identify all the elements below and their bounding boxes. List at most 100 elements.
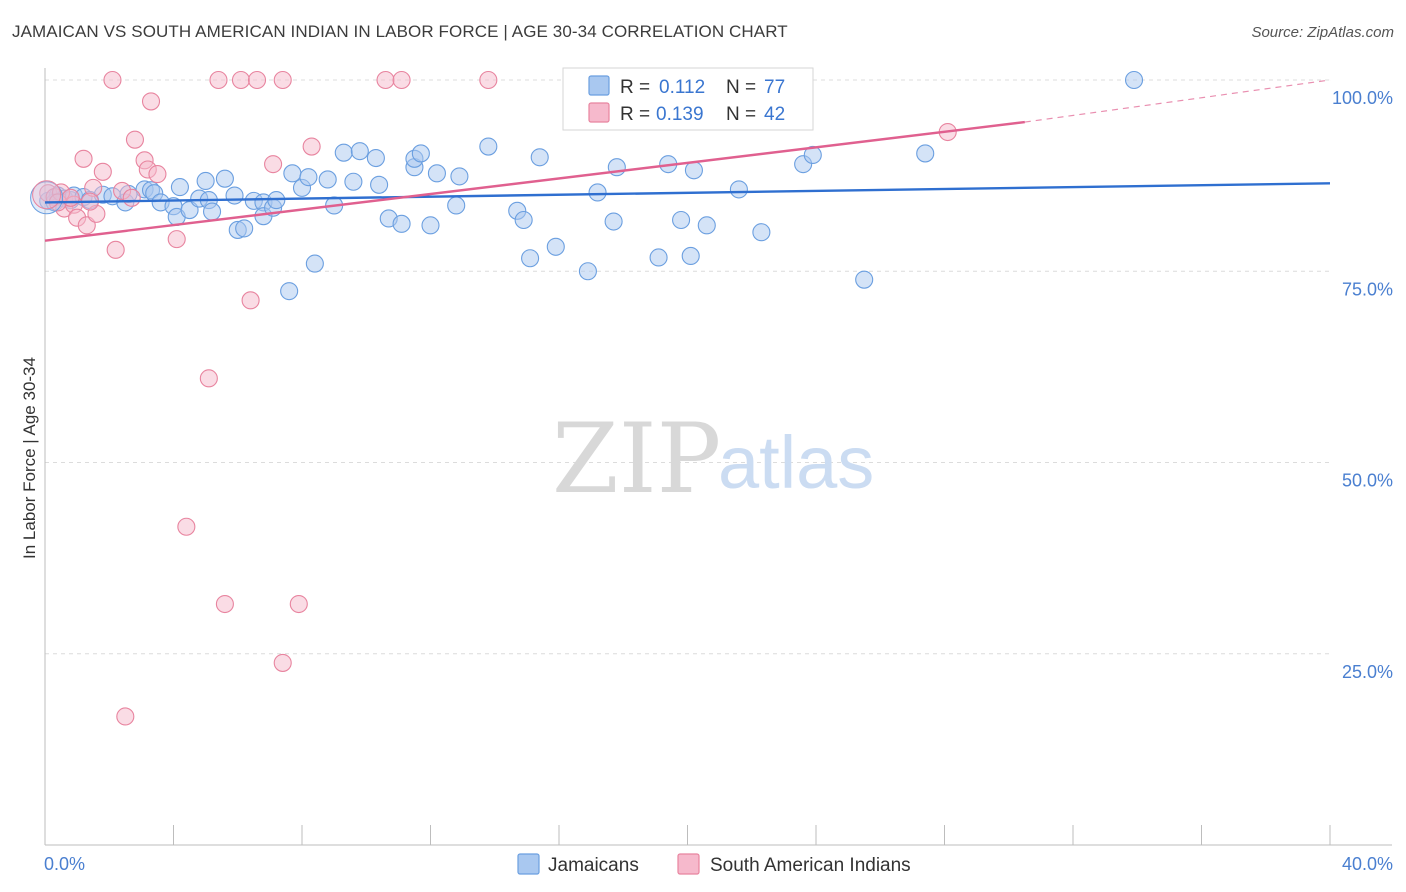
south-american-indian-point (125, 130, 144, 149)
south-american-indian-point (141, 92, 161, 111)
south-american-indian-point (167, 230, 186, 249)
jamaican-point (530, 148, 549, 167)
south-american-indian-point (74, 149, 93, 168)
south-american-indian-point (302, 137, 321, 156)
south-american-indian-point (479, 70, 498, 90)
legend-n-value-pink: 42 (764, 104, 785, 125)
legend-r-label-pink: R = (620, 104, 650, 125)
jamaican-point (196, 171, 215, 191)
chart-source: Source: ZipAtlas.com (1251, 24, 1394, 41)
south-american-indian-point (376, 70, 395, 90)
jamaican-point (514, 210, 533, 230)
south-american-indian-point (177, 517, 196, 536)
south-american-indian-point (103, 70, 122, 90)
jamaican-point (578, 262, 597, 281)
legend-n-value-blue: 77 (764, 77, 785, 98)
legend-r-value-pink: 0.139 (656, 104, 704, 125)
y-tick-label: 75.0% (1342, 279, 1393, 299)
watermark: ZIP atlas (552, 403, 874, 515)
jamaican-point (427, 164, 446, 183)
jamaican-point (1124, 70, 1144, 90)
jamaican-point (215, 169, 234, 188)
jamaican-point (350, 142, 369, 161)
correlation-legend: R = 0.112 N = 77 R = 0.139 N = 42 (562, 67, 814, 131)
y-tick-labels: 25.0% 50.0% 75.0% 100.0% (1332, 88, 1393, 682)
x-tick-labels: 0.0% 40.0% (44, 854, 1393, 874)
south-american-indian-point (106, 240, 125, 259)
jamaican-point (170, 178, 189, 197)
bottom-legend-label-south-american-indians: South American Indians (710, 855, 911, 876)
legend-r-label-blue: R = (620, 77, 650, 98)
south-american-indian-point (392, 70, 411, 90)
jamaican-point (588, 183, 607, 202)
jamaican-point (604, 212, 623, 231)
jamaican-point (521, 249, 540, 268)
jamaican-point (546, 237, 565, 256)
jamaican-point (672, 210, 691, 230)
jamaican-point (305, 254, 324, 273)
south-american-indian-point (247, 70, 267, 90)
jamaican-point (684, 161, 703, 180)
legend-r-value-blue: 0.112 (659, 77, 705, 98)
south-american-indian-point (215, 594, 234, 614)
jamaican-point (280, 282, 299, 301)
jamaican-point (649, 248, 668, 267)
south-american-indian-point (273, 70, 292, 90)
x-tick-label: 40.0% (1342, 854, 1393, 874)
jamaican-point (299, 168, 318, 187)
legend-n-label-pink: N = (726, 104, 756, 125)
south-american-indian-point (61, 188, 80, 207)
y-tick-label: 50.0% (1342, 471, 1393, 491)
jamaican-point (681, 246, 700, 265)
jamaican-point (411, 144, 430, 163)
bottom-legend-swatch-pink (677, 853, 700, 875)
jamaican-trend-line (44, 182, 1331, 204)
jamaican-point (916, 144, 935, 163)
south-american-indian-point (231, 70, 251, 90)
jamaican-point (225, 186, 244, 205)
y-axis-title: In Labor Force | Age 30-34 (20, 357, 39, 559)
watermark-zip: ZIP (552, 403, 721, 515)
watermark-atlas: atlas (718, 421, 874, 504)
south-american-indian-point (93, 162, 112, 181)
south-american-indian-trend-line (44, 120, 1025, 242)
legend-n-label-blue: N = (726, 77, 756, 98)
points-layer (30, 70, 1144, 726)
chart-title: JAMAICAN VS SOUTH AMERICAN INDIAN IN LAB… (12, 22, 788, 41)
south-american-indian-point (273, 653, 292, 672)
jamaican-point (447, 196, 466, 215)
bottom-legend-label-jamaicans: Jamaicans (548, 855, 639, 876)
jamaican-point (283, 164, 302, 183)
south-american-indian-point (122, 188, 141, 207)
jamaican-point (235, 219, 254, 238)
bottom-legend-swatch-blue (517, 853, 540, 875)
south-american-indian-trend-line-extension (1024, 79, 1331, 123)
south-american-indian-point (264, 155, 283, 174)
series-legend: Jamaicans South American Indians (517, 853, 911, 876)
x-tick-label: 0.0% (44, 854, 85, 874)
y-tick-label: 25.0% (1342, 662, 1393, 682)
jamaican-point (344, 172, 363, 191)
jamaican-point (392, 214, 411, 233)
jamaican-point (421, 216, 440, 235)
south-american-indian-point (199, 369, 218, 388)
jamaican-point (697, 216, 716, 235)
jamaican-point (370, 175, 389, 194)
south-american-indian-point (289, 594, 308, 614)
legend-swatch-blue (588, 75, 610, 96)
south-american-indian-cluster-point (32, 180, 62, 210)
south-american-indian-point (116, 707, 135, 726)
jamaican-point (334, 143, 353, 162)
jamaican-point (450, 167, 469, 186)
jamaican-point (366, 148, 385, 168)
south-american-indian-point (209, 70, 228, 90)
jamaican-point (479, 137, 498, 156)
jamaican-point (752, 223, 771, 242)
jamaican-point (729, 180, 748, 199)
south-american-indian-point (241, 291, 260, 310)
y-tick-label: 100.0% (1332, 88, 1393, 108)
legend-swatch-pink (588, 102, 610, 123)
jamaican-point (803, 145, 822, 165)
